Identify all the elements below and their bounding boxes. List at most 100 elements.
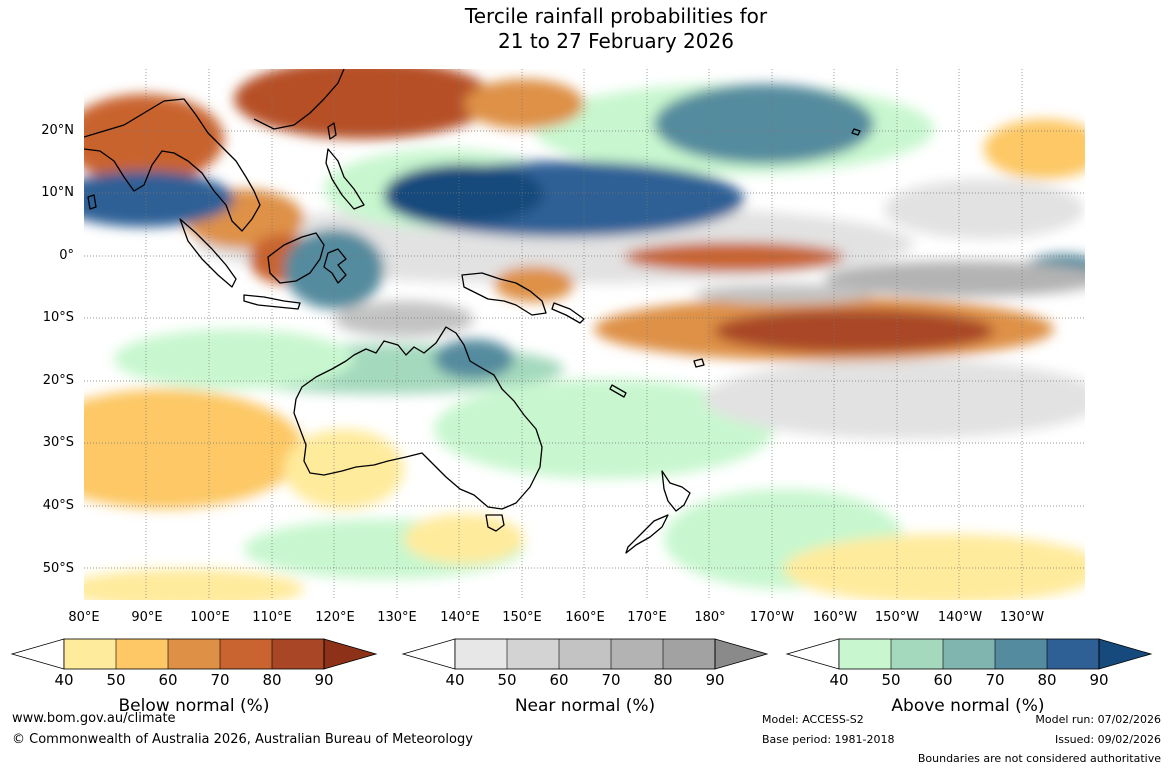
footer-copyright: © Commonwealth of Australia 2026, Austra… [12, 732, 473, 747]
rainfall-probability-map [84, 69, 1085, 600]
below-swatch-80 [272, 639, 324, 669]
lat-label-30s: 30°S [42, 435, 74, 450]
lat-label-10n: 10°N [41, 185, 74, 200]
above-swatch-40 [839, 639, 891, 669]
lon-label-170e: 170°E [627, 610, 667, 625]
lat-label-10s: 10°S [42, 310, 74, 325]
below-tick-70: 70 [210, 671, 230, 689]
near-tick-80: 80 [653, 671, 673, 689]
lat-label-20s: 20°S [42, 373, 74, 388]
near-swatch-60 [559, 639, 611, 669]
above-tick-50: 50 [881, 671, 901, 689]
lon-label-100e: 100°E [190, 610, 230, 625]
lon-label-90e: 90°E [131, 610, 163, 625]
sumatra-coast [179, 218, 237, 288]
near-swatch-50 [507, 639, 559, 669]
fiji-coast [693, 358, 705, 368]
below-swatch-50 [116, 639, 168, 669]
below-swatch-90 [324, 639, 376, 669]
below-tick-80: 80 [262, 671, 282, 689]
australia-coast [293, 326, 543, 510]
lon-label-170w: 170°W [749, 610, 795, 625]
china-coast [253, 69, 345, 130]
above-tick-60: 60 [933, 671, 953, 689]
near-tick-40: 40 [445, 671, 465, 689]
near-tick-50: 50 [497, 671, 517, 689]
footer-model: Model: ACCESS-S2 [762, 713, 864, 726]
chart-title: Tercile rainfall probabilities for 21 to… [0, 4, 1173, 54]
near-normal-title: Near normal (%) [514, 696, 656, 716]
below-normal-colorbar [10, 638, 378, 670]
lon-label-130e: 130°E [377, 610, 417, 625]
lon-label-140w: 140°W [937, 610, 983, 625]
lon-label-180: 180° [694, 610, 726, 625]
footer-issued: Issued: 09/02/2026 [1054, 733, 1161, 746]
lon-label-150w: 150°W [874, 610, 920, 625]
above-swatch-50 [891, 639, 943, 669]
taiwan-coast [327, 122, 337, 140]
new-zealand-south [625, 514, 669, 554]
coastlines [84, 69, 861, 554]
below-tick-90: 90 [314, 671, 334, 689]
new-caledonia-coast [609, 384, 627, 398]
below-normal-title: Below normal (%) [118, 696, 270, 716]
footer-base-period: Base period: 1981-2018 [762, 733, 895, 746]
hawaii-coast [851, 128, 861, 136]
above-normal-title: Above normal (%) [891, 696, 1045, 716]
above-swatch-90 [1099, 639, 1151, 669]
footer-model-run: Model run: 07/02/2026 [1035, 713, 1161, 726]
asia-mainland [84, 98, 261, 232]
below-swatch-60 [168, 639, 220, 669]
below-tick-50: 50 [106, 671, 126, 689]
title-line-1: Tercile rainfall probabilities for [464, 4, 768, 28]
below-tick-60: 60 [158, 671, 178, 689]
above-swatch-70 [995, 639, 1047, 669]
java-coast [243, 294, 301, 310]
lat-label-40s: 40°S [42, 498, 74, 513]
new-guinea-coast [461, 272, 547, 316]
lat-label-50s: 50°S [42, 561, 74, 576]
near-swatch-40 [455, 639, 507, 669]
lon-label-160w: 160°W [812, 610, 858, 625]
below-tick-40: 40 [54, 671, 74, 689]
above-swatch-80 [1047, 639, 1099, 669]
solomon-coast [551, 302, 585, 324]
probability-field [84, 69, 1085, 600]
lon-label-120e: 120°E [315, 610, 355, 625]
above-swatch-60 [943, 639, 995, 669]
above-tick-90: 90 [1089, 671, 1109, 689]
lon-label-160e: 160°E [565, 610, 605, 625]
above-swatch-under [785, 638, 840, 670]
below-swatch-70 [220, 639, 272, 669]
above-tick-40: 40 [829, 671, 849, 689]
lon-label-140e: 140°E [440, 610, 480, 625]
lat-label-0: 0° [59, 248, 74, 263]
graticule [84, 69, 1085, 600]
philippines-coast [325, 148, 365, 210]
below-swatch-40 [64, 639, 116, 669]
lon-label-150e: 150°E [502, 610, 542, 625]
near-swatch-under [401, 638, 456, 670]
title-line-2: 21 to 27 February 2026 [498, 29, 734, 53]
near-swatch-70 [611, 639, 663, 669]
near-swatch-80 [663, 639, 715, 669]
tasmania-coast [485, 514, 505, 532]
new-zealand-north [661, 470, 691, 512]
lat-label-20n: 20°N [41, 123, 74, 138]
above-tick-70: 70 [985, 671, 1005, 689]
sulawesi-coast [323, 248, 347, 284]
footer-disclaimer: Boundaries are not considered authoritat… [917, 752, 1161, 765]
sri-lanka-coast [87, 194, 97, 210]
lon-label-80e: 80°E [68, 610, 100, 625]
below-swatch-under [10, 638, 65, 670]
above-normal-colorbar [785, 638, 1153, 670]
borneo-coast [267, 232, 325, 284]
near-tick-90: 90 [705, 671, 725, 689]
footer-url[interactable]: www.bom.gov.au/climate [12, 711, 176, 726]
lon-label-130w: 130°W [999, 610, 1045, 625]
above-tick-80: 80 [1037, 671, 1057, 689]
lon-label-110e: 110°E [252, 610, 292, 625]
near-swatch-90 [715, 639, 767, 669]
near-normal-colorbar [401, 638, 769, 670]
near-tick-60: 60 [549, 671, 569, 689]
